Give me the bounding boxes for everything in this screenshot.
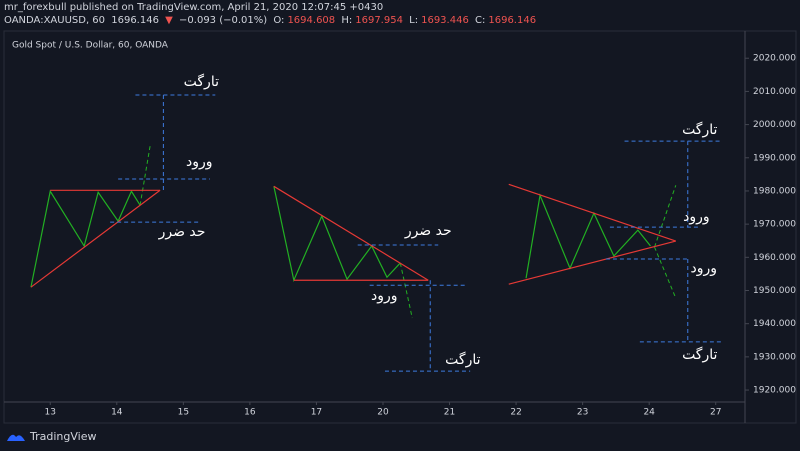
y-tick-label: 1930.000 [753, 352, 796, 362]
x-tick-label: 22 [510, 408, 521, 418]
x-tick-label: 16 [244, 408, 256, 418]
dashed-line [654, 185, 677, 248]
logo [7, 434, 25, 441]
annotation: تارگت [682, 346, 717, 363]
ohlc-o: 1694.608 [287, 15, 336, 26]
ohlc-h-label: H: [341, 15, 353, 26]
trend-line [508, 240, 676, 285]
y-tick-label: 1940.000 [753, 319, 796, 329]
trend-line [273, 185, 429, 281]
change: −0.093 (−0.01%) [179, 15, 268, 26]
x-tick-label: 13 [45, 408, 56, 418]
trend-line [508, 183, 676, 242]
trend-line [30, 189, 161, 288]
annotation: ورود [683, 209, 710, 225]
dashed-line [654, 246, 677, 299]
y-tick-label: 1950.000 [753, 286, 796, 296]
chart: Gold Spot / U.S. Dollar, 60, OANDA 1920.… [3, 30, 797, 424]
author-line: mr_forexbull published on TradingView.co… [4, 2, 384, 13]
y-tick-label: 2010.000 [753, 87, 796, 97]
brand: TradingView [30, 430, 97, 443]
annotation: حد ضرر [158, 224, 206, 240]
last-price: 1696.146 [111, 15, 159, 26]
x-tick-label: 15 [178, 408, 189, 418]
y-tick-label: 1980.000 [753, 186, 796, 196]
y-tick-label: 2000.000 [753, 120, 796, 130]
footer: TradingView [6, 430, 96, 443]
ohlc-c: 1696.146 [488, 15, 537, 26]
y-tick-label: 1920.000 [753, 386, 796, 396]
symbol: OANDA:XAUUSD, 60 [4, 15, 106, 26]
x-tick-label: 24 [643, 408, 655, 418]
x-tick-label: 21 [444, 408, 455, 418]
x-tick-label: 20 [377, 408, 389, 418]
annotation: ورود [371, 288, 398, 304]
ohlc-o-label: O: [273, 15, 285, 26]
y-tick-label: 1990.000 [753, 153, 796, 163]
annotation: تارگت [445, 351, 480, 368]
y-tick-label: 1960.000 [753, 253, 796, 263]
ohlc-l-label: L: [409, 15, 419, 26]
dashed-line [399, 262, 413, 319]
x-tick-label: 23 [577, 408, 588, 418]
chart-title: Gold Spot / U.S. Dollar, 60, OANDA [12, 41, 169, 51]
annotation: تارگت [682, 121, 717, 138]
change-arrow: ▼ [165, 15, 173, 26]
chart-frame [3, 30, 797, 424]
ohlc-l: 1693.446 [421, 15, 469, 26]
x-tick-label: 17 [311, 408, 322, 418]
annotation: تارگت [184, 73, 219, 90]
ohlc-h: 1697.954 [355, 15, 403, 26]
trend-line [525, 193, 651, 279]
y-tick-label: 2020.000 [753, 54, 796, 64]
x-tick-label: 27 [710, 408, 721, 418]
x-tick-label: 14 [111, 408, 123, 418]
trend-line [273, 186, 401, 283]
trend-line [30, 189, 141, 288]
y-tick-label: 1970.000 [753, 220, 796, 230]
dashed-line [139, 146, 151, 206]
annotation: ورود [186, 154, 213, 170]
annotation: حد ضرر [404, 223, 452, 239]
ohlc-c-label: C: [475, 15, 486, 26]
annotation: ورود [690, 260, 717, 276]
symbol-line: OANDA:XAUUSD, 60 1696.146 ▼ −0.093 (−0.0… [4, 15, 539, 26]
